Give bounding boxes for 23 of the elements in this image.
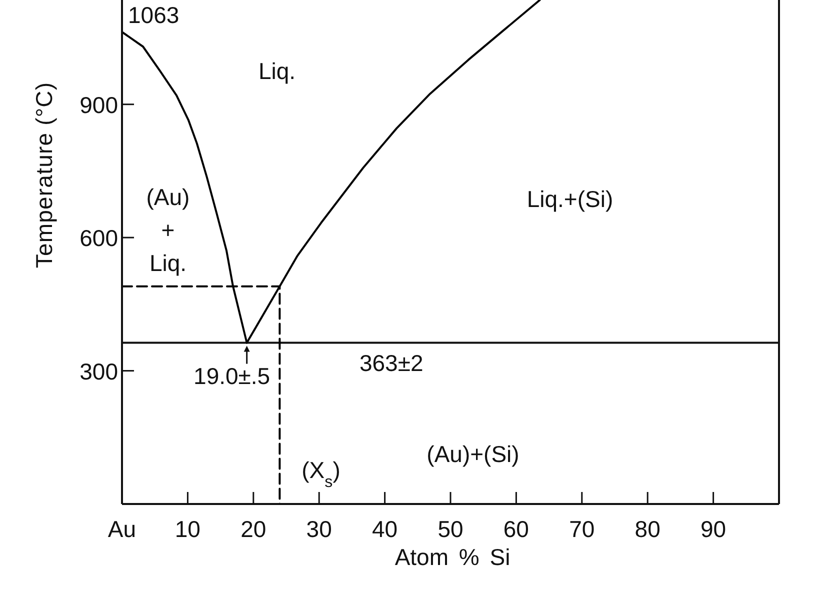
x-tick-label: 10 (174, 516, 200, 542)
x-axis-title: Atom % Si (394, 544, 510, 570)
ref-line-label: 363±2 (359, 350, 424, 376)
x-tick-label: 50 (438, 516, 464, 542)
x-tick-label: Au (108, 516, 136, 542)
annotation: (Au) + Liq. (146, 184, 190, 276)
x-tick-label: 80 (634, 516, 660, 542)
x-tick-label: 70 (569, 516, 595, 542)
y-tick-label: 900 (80, 92, 118, 118)
x-tick-label: 30 (306, 516, 332, 542)
x-tick-label: 40 (372, 516, 398, 542)
annotation: 19.0±.5 (194, 362, 270, 389)
x-tick-label: 90 (700, 516, 726, 542)
annotation: 1063 (128, 2, 180, 28)
annotation: Liq. (258, 58, 296, 84)
x-tick-label: 60 (503, 516, 529, 542)
y-tick-label: 600 (80, 225, 118, 252)
y-tick-label: 300 (80, 358, 118, 384)
annotation: (X$_{s}$) (302, 457, 340, 491)
x-tick-label: 20 (240, 516, 266, 542)
annotation: (Au)+(Si) (426, 441, 520, 467)
annotation: Liq.+(Si) (526, 186, 614, 212)
y-axis-title: Temperature (°C) (31, 82, 57, 268)
